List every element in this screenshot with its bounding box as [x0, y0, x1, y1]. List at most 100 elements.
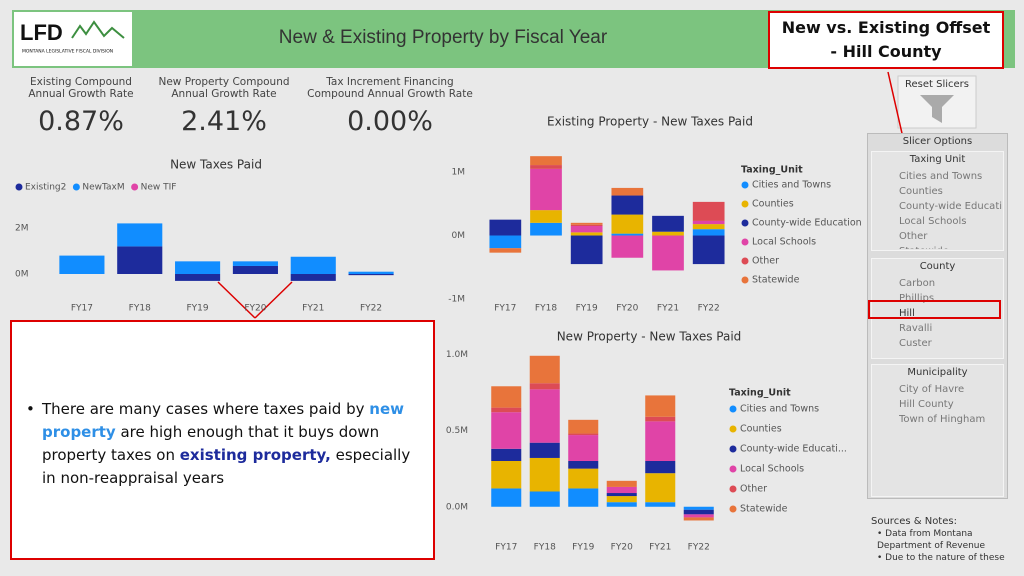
slicer-group-title: Taxing Unit — [909, 154, 966, 165]
bar-segment — [611, 187, 644, 196]
legend-label: Local Schools — [740, 464, 804, 475]
legend-marker — [729, 505, 737, 513]
chart-title: Existing Property - New Taxes Paid — [547, 115, 753, 129]
bar-segment — [175, 274, 221, 281]
bar-segment — [652, 235, 684, 271]
x-tick-label: FY18 — [129, 304, 151, 314]
bar-segment — [568, 468, 599, 489]
legend-marker — [729, 485, 737, 493]
bar-segment — [611, 214, 644, 234]
bar-segment — [692, 224, 725, 230]
legend-marker — [729, 425, 737, 433]
bar-segment — [530, 156, 562, 166]
legend-label: New TIF — [141, 183, 177, 193]
slicer-item[interactable]: Counties — [899, 186, 943, 197]
x-tick-label: FY22 — [698, 304, 720, 314]
x-tick-label: FY20 — [244, 304, 266, 314]
bar-segment — [529, 383, 560, 390]
y-tick-label: 0M — [15, 270, 29, 280]
legend-label: NewTaxM — [82, 183, 124, 193]
bar-segment — [570, 222, 603, 225]
bar-segment — [491, 488, 522, 507]
legend-marker — [741, 257, 749, 265]
slicer-title: Slicer Options — [902, 136, 973, 147]
sources-title: Sources & Notes: — [871, 516, 957, 527]
slicer-item[interactable]: Phillips — [899, 293, 935, 304]
x-tick-label: FY21 — [657, 304, 679, 314]
x-tick-label: FY21 — [649, 543, 671, 553]
bar-segment — [232, 265, 278, 274]
source-line: • Due to the nature of these — [877, 553, 1005, 563]
x-tick-label: FY17 — [494, 304, 516, 314]
bar-segment — [117, 223, 163, 247]
slicer-list: CarbonPhillipsHillRavalliCusterLake — [899, 276, 1003, 351]
legend-marker — [729, 465, 737, 473]
bar-segment — [529, 491, 560, 507]
bar-segment — [530, 168, 562, 211]
legend-marker — [131, 183, 139, 191]
x-tick-label: FY19 — [187, 304, 209, 314]
slicer-list: City of Havre Hill County Town of Hingham — [899, 382, 1003, 482]
bar-segment — [232, 261, 278, 266]
x-tick-label: FY18 — [534, 543, 556, 553]
kpi-card: New Property Compound Annual Growth Rate… — [154, 76, 294, 137]
reset-label[interactable]: Reset Slicers — [905, 79, 969, 90]
note-text: There are many cases where taxes paid by — [42, 400, 370, 418]
y-tick-label: 1M — [452, 168, 466, 178]
note-text: especially in non-reappraisal years — [42, 446, 411, 487]
bar-segment — [491, 461, 522, 489]
bar-segment — [645, 416, 676, 422]
bar-segment — [683, 506, 714, 510]
slicer-item[interactable]: Cities and Towns — [899, 171, 983, 182]
selection-highlight — [868, 300, 1001, 319]
legend-label: County-wide Education — [752, 218, 862, 229]
slicer-item[interactable]: Other — [899, 231, 928, 242]
chart-title: New Property - New Taxes Paid — [557, 330, 742, 344]
kpi-card: Tax Increment Financing Compound Annual … — [306, 76, 474, 137]
bar-segment — [348, 274, 394, 276]
bar-segment — [491, 407, 522, 413]
slicer-item[interactable]: Town of Hingham — [899, 414, 986, 425]
slicer-item[interactable]: Hill — [899, 306, 1003, 321]
bar-segment — [606, 486, 637, 494]
kpi-value: 0.00% — [347, 106, 433, 137]
sources-lines: • Data from Montana Department of Revenue… — [871, 528, 1011, 564]
legend-marker — [15, 183, 23, 191]
logo-text: LFD — [20, 20, 63, 45]
slicer-item[interactable]: City of Havre — [899, 384, 965, 395]
bar-segment — [348, 271, 394, 274]
bar-segment — [692, 220, 725, 225]
legend-marker — [741, 219, 749, 227]
legend-marker — [741, 238, 749, 246]
note-pointer — [254, 281, 293, 319]
bar-segment — [568, 461, 599, 469]
kpi-label: New Property Compound Annual Growth Rate — [158, 76, 290, 100]
x-tick-label: FY19 — [576, 304, 598, 314]
y-tick-label: 1.0M — [446, 350, 468, 360]
y-tick-label: 0M — [452, 231, 466, 241]
bar-segment — [529, 389, 560, 443]
y-tick-label: -1M — [448, 295, 465, 305]
bar-segment — [568, 488, 599, 507]
bar-segment — [683, 517, 714, 521]
legend-label: Counties — [752, 199, 794, 210]
slicer-item[interactable]: Custer — [899, 338, 932, 349]
x-tick-label: FY21 — [302, 304, 324, 314]
note-highlight: existing property, — [179, 446, 331, 464]
slicer-item[interactable]: Carbon — [899, 278, 936, 289]
slicer-item[interactable]: Ravalli — [899, 323, 933, 334]
slicer-group-title: Municipality — [907, 367, 968, 378]
slicer-item[interactable]: Hill County — [899, 399, 954, 410]
legend-marker — [729, 405, 737, 413]
slicer-item[interactable]: Statewide — [899, 244, 1003, 249]
bar-segment — [611, 195, 644, 215]
slicer-item[interactable]: Local Schools — [899, 216, 967, 227]
slicer-item[interactable]: County-wide Educati... — [899, 201, 1003, 212]
note-pointer — [217, 281, 256, 319]
logo-box — [14, 12, 132, 66]
x-tick-label: FY17 — [71, 304, 93, 314]
legend-label: Statewide — [752, 275, 800, 286]
legend-title: Taxing_Unit — [741, 165, 803, 176]
callout: New vs. Existing Offset - Hill County — [768, 11, 1004, 69]
